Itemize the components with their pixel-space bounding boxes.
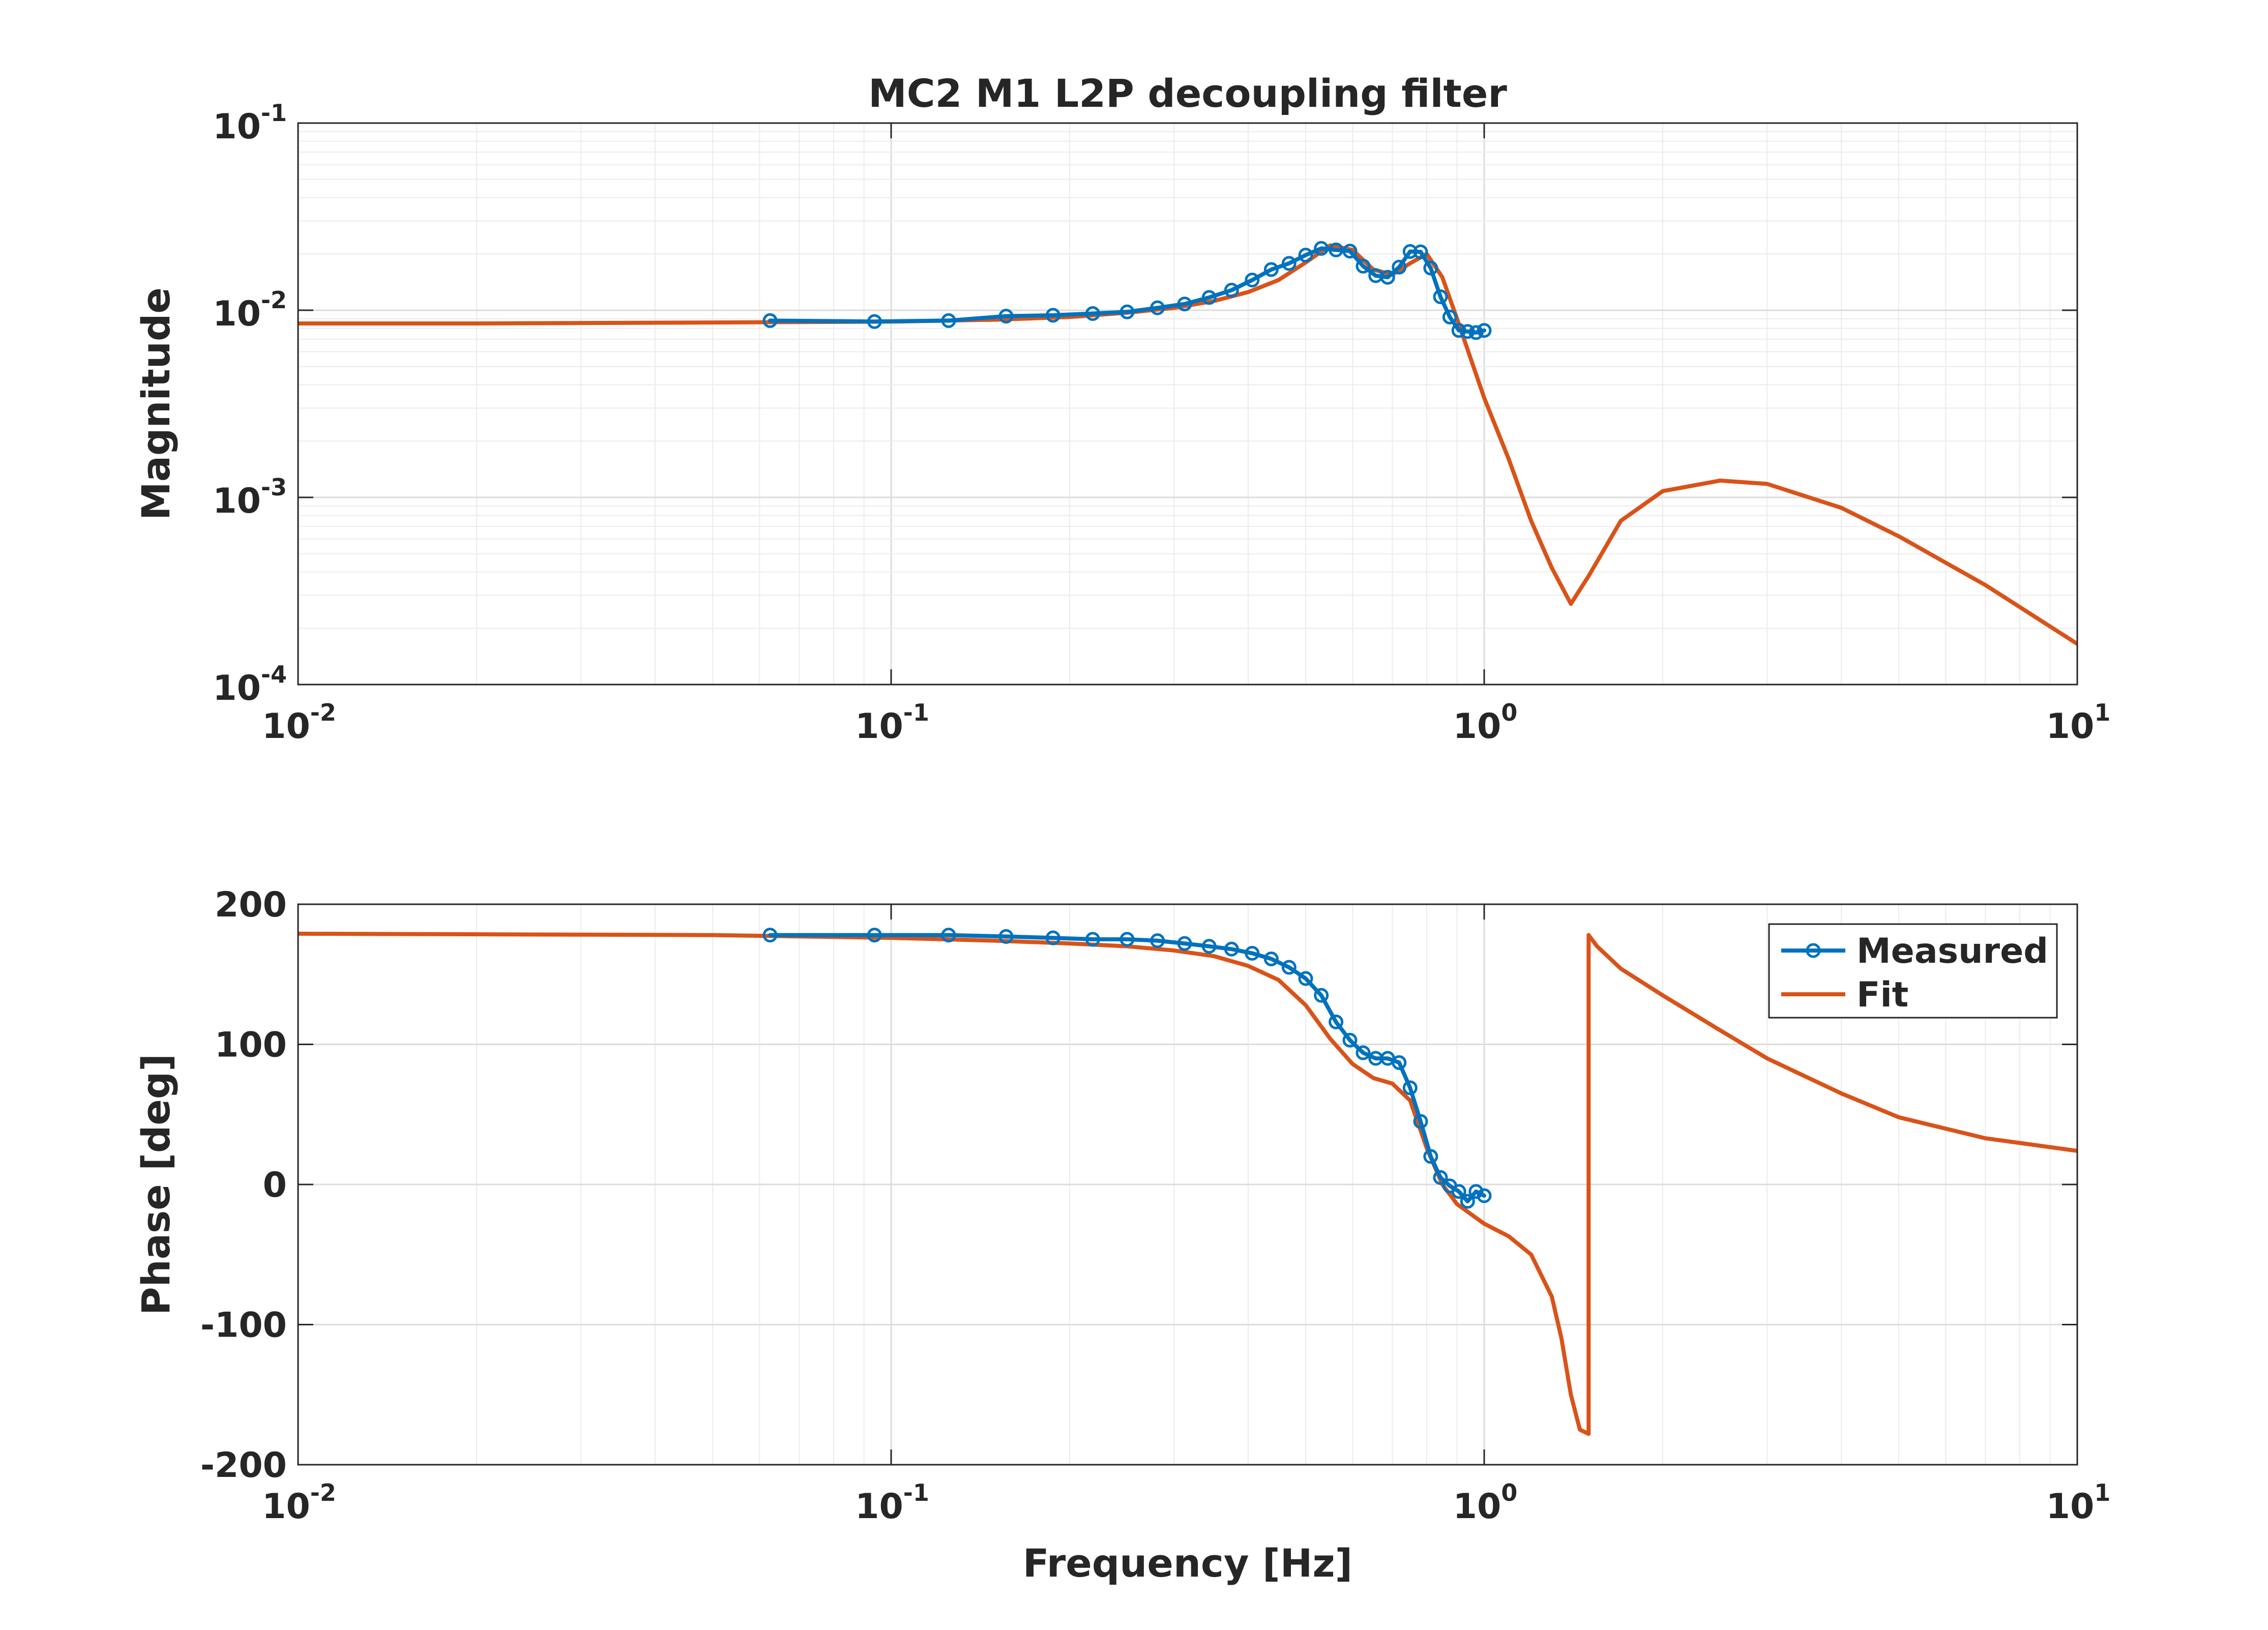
data-point-measured [1177,936,1192,951]
legend-entry-measured: Measured [1857,931,2048,971]
data-point-measured [1402,1080,1418,1095]
data-point-measured [1085,932,1100,947]
data-point-measured [1442,309,1457,324]
data-point-measured [1413,244,1428,259]
x-tick-label: 10-2 [262,699,336,747]
data-point-measured [1120,932,1135,947]
data-point-measured [1460,1194,1475,1209]
data-point-measured [1150,933,1165,949]
data-point-measured [1120,304,1135,319]
x-tick-label: 10-2 [262,1479,336,1527]
legend-entry-fit: Fit [1857,975,1908,1015]
data-point-measured [1281,960,1297,975]
series-fit-panel-2 [298,931,2077,1436]
data-point-measured [1329,242,1344,257]
data-point-measured [1392,259,1407,275]
data-point-measured [867,314,882,329]
legend-box [1768,923,2058,1019]
data-point-measured [1045,308,1061,323]
data-point-measured [998,929,1014,944]
data-point-measured [1298,971,1313,986]
data-point-measured [1085,306,1100,321]
data-point-measured [1433,1170,1448,1185]
series-measured-panel-1 [762,241,1492,340]
data-point-measured [762,313,778,328]
y-tick-label: 100 [215,1025,287,1065]
data-point-measured [1356,1045,1371,1060]
data-point-measured [1298,248,1313,263]
series-line-measured [768,246,1486,335]
data-point-measured [1224,283,1239,298]
data-point-measured [1201,939,1217,954]
y-axis-label: Magnitude [133,287,179,520]
data-point-measured [1423,1149,1438,1164]
data-point-measured [1413,1114,1428,1129]
x-axis-label: Frequency [Hz] [1023,1540,1353,1586]
x-tick-label: 101 [2046,1479,2111,1527]
data-point-measured [1460,324,1475,339]
y-tick-label: 0 [263,1165,287,1205]
y-tick-label: 10-1 [213,99,287,147]
data-point-measured [941,313,956,328]
data-point-measured [1263,951,1279,966]
x-tick-label: 10-1 [855,699,929,747]
x-tick-label: 100 [1453,699,1518,747]
data-point-measured [1329,1014,1344,1029]
series-line-measured [768,933,1486,1204]
data-point-measured [1224,941,1239,957]
data-point-measured [1281,256,1297,271]
axes-frame-1 [297,122,2078,686]
data-point-measured [1342,1032,1358,1048]
data-point-measured [1468,1184,1484,1199]
y-tick-label: 10-4 [213,661,287,708]
data-point-measured [867,928,882,943]
data-point-measured [1380,270,1395,285]
chart-title: MC2 M1 L2P decoupling filter [868,71,1507,116]
y-axis-label: Phase [deg] [133,1054,179,1315]
x-tick-label: 100 [1453,1479,1518,1527]
data-point-measured [1245,945,1260,961]
data-point-measured [1150,300,1165,315]
data-point-measured [1477,323,1492,338]
plot-area-1 [298,123,2077,685]
data-point-measured [1356,258,1371,274]
data-point-measured [1392,1055,1407,1070]
data-point-measured [1201,290,1217,305]
data-point-measured [998,309,1014,324]
x-tick-label: 101 [2046,699,2111,747]
data-point-measured [1451,323,1466,338]
y-tick-label: 10-3 [213,473,287,521]
data-point-measured [1177,297,1192,312]
data-point-measured [1402,244,1418,259]
data-point-measured [1314,241,1329,256]
data-point-measured [1477,1188,1492,1203]
data-point-measured [762,928,778,943]
series-measured-panel-2 [762,928,1492,1209]
data-point-measured [1468,325,1484,340]
data-point-measured [1045,930,1061,945]
legend-marker [1806,943,1821,958]
y-tick-label: 200 [215,885,287,925]
data-point-measured [1433,289,1448,305]
data-point-measured [1342,244,1358,259]
data-point-measured [1451,1184,1466,1199]
data-point-measured [1314,988,1329,1003]
series-line-fit [298,931,2077,1436]
y-tick-label: 10-2 [213,286,287,334]
data-point-measured [1263,262,1279,277]
y-tick-label: -100 [200,1306,287,1346]
y-tick-label: -200 [200,1445,287,1486]
data-point-measured [1423,260,1438,276]
data-point-measured [1245,273,1260,288]
data-point-measured [941,928,956,943]
x-tick-label: 10-1 [855,1479,929,1527]
